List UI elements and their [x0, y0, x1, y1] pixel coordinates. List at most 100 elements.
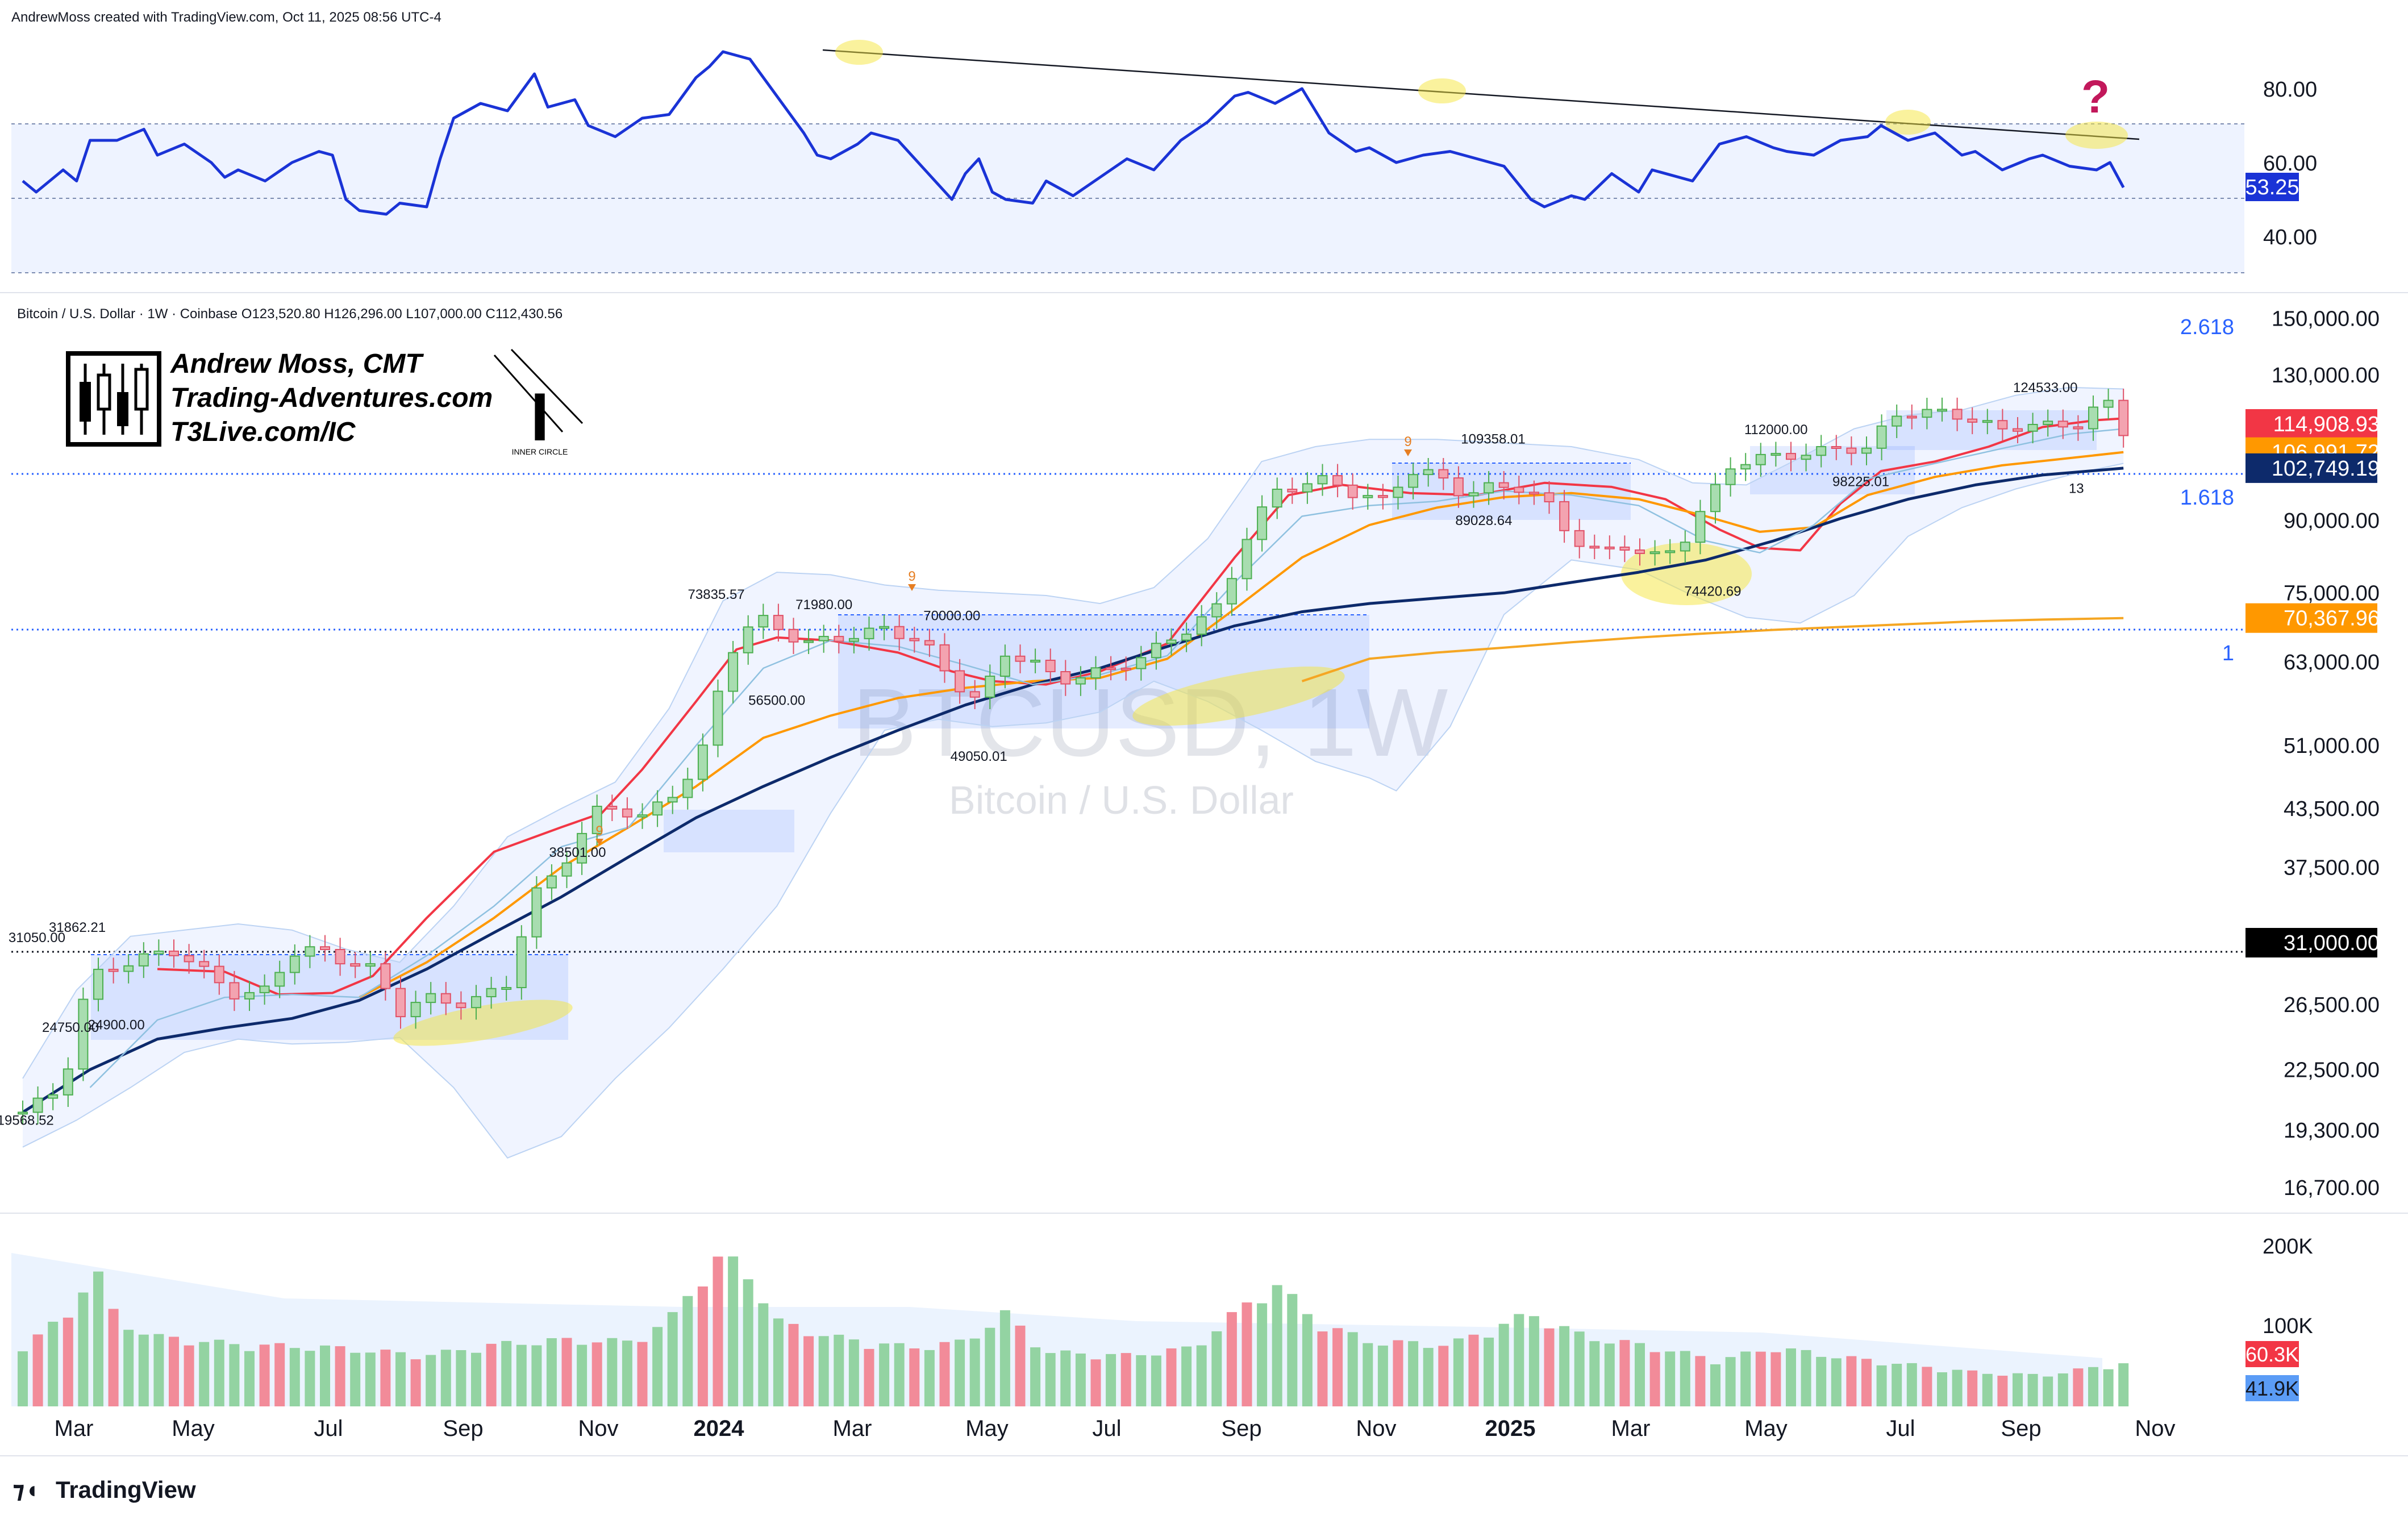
candle-body [1317, 475, 1328, 485]
candle-body [1196, 616, 1207, 635]
volume-bar [652, 1327, 663, 1406]
candle-body [1136, 657, 1147, 669]
bollinger-upper [22, 386, 2124, 1079]
candle-body [1151, 643, 1161, 659]
volume-bar [1302, 1314, 1313, 1406]
volume-bar [1377, 1346, 1388, 1406]
price-annotation: 70000.00 [923, 608, 980, 623]
volume-bar [1136, 1355, 1147, 1406]
tradingview-logo-icon: ⁊◖ [13, 1476, 39, 1503]
price-tag-text: 70,367.96 [2284, 607, 2380, 631]
price-axis[interactable]: 150,000.00 130,000.00 90,000.00 75,000.00 63… [2272, 307, 2380, 1200]
price-tick-label: 22,500.00 [2284, 1058, 2380, 1082]
volume-bar [2027, 1373, 2038, 1406]
candle-body [365, 963, 376, 967]
volume-bar [289, 1348, 300, 1406]
volume-bar [1528, 1316, 1539, 1406]
candle-body [1347, 484, 1358, 498]
candle-body [380, 963, 391, 989]
volume-bar [1861, 1359, 1872, 1406]
volume-bar [32, 1334, 43, 1406]
candle-body [108, 968, 119, 972]
volume-bar [456, 1350, 466, 1406]
fib-label-1618: 1.618 [2180, 486, 2234, 510]
brand-line-3: T3Live.com/IC [170, 417, 356, 447]
volume-bar [1090, 1359, 1101, 1406]
price-tick-label: 51,000.00 [2284, 734, 2380, 758]
volume-pane[interactable]: 200K 100K 60.3K 41.9K [11, 1235, 2313, 1406]
volume-tag-blue-text: 41.9K [2245, 1377, 2299, 1400]
volume-bar [1831, 1358, 1842, 1406]
candle-body [1680, 542, 1690, 552]
rsi-tick-40: 40.00 [2263, 226, 2317, 249]
candle-body [1982, 420, 1993, 423]
tradingview-logo[interactable]: ⁊◖ TradingView [13, 1476, 196, 1503]
time-axis-label: Nov [1356, 1416, 1396, 1441]
volume-bar [667, 1312, 678, 1406]
fib-label-2618: 2.618 [2180, 315, 2234, 339]
price-pane[interactable]: Bitcoin / U.S. Dollar · 1W · Coinbase O1… [0, 306, 2380, 1200]
candle-body [1302, 483, 1313, 493]
candle-body [259, 985, 270, 993]
candle-body [758, 615, 769, 628]
candle-body [1484, 482, 1494, 494]
candle-body [1544, 492, 1555, 502]
candle-body [546, 875, 557, 889]
candle-body [1937, 409, 1947, 412]
volume-bar [1393, 1340, 1403, 1406]
price-tick-label: 63,000.00 [2284, 651, 2380, 674]
candle-body [1498, 482, 1509, 488]
price-tick-label: 150,000.00 [2272, 307, 2380, 331]
volume-bar [153, 1334, 164, 1406]
price-annotation: 49050.01 [951, 749, 1007, 764]
time-axis-label: 2024 [694, 1416, 745, 1441]
volume-bar [138, 1334, 149, 1406]
rsi-pane[interactable]: ? 80.00 60.00 40.00 53.25 [11, 40, 2317, 273]
candle-body [577, 832, 588, 864]
candle-body [1528, 492, 1539, 495]
fib-label-1: 1 [2222, 642, 2234, 665]
volume-bar [713, 1256, 723, 1406]
volume-bar [1347, 1332, 1358, 1406]
volume-bar [818, 1336, 829, 1406]
candle-body [1786, 453, 1796, 460]
volume-bar [1257, 1303, 1268, 1406]
price-annotation: 24900.00 [88, 1018, 145, 1033]
question-mark-annotation: ? [2081, 71, 2110, 123]
candle-body [985, 676, 995, 698]
price-tag-text: 114,908.93 [2273, 413, 2380, 436]
candle-body [18, 1111, 28, 1115]
branding-block: Andrew Moss, CMT Trading-Adventures.com … [66, 348, 584, 456]
volume-bar [909, 1348, 920, 1406]
candle-body [456, 1002, 466, 1009]
volume-bar [1892, 1364, 1902, 1406]
highlight-2024 [1132, 666, 1345, 726]
candle-body [1226, 578, 1237, 605]
candle-body [410, 1002, 421, 1018]
volume-bar [274, 1343, 285, 1406]
candle-body [2057, 420, 2068, 428]
volume-bar [184, 1345, 194, 1406]
volume-bar [1816, 1356, 1827, 1406]
time-axis[interactable]: Mar May Jul Sep Nov 2024 Mar May Jul Sep Nov 2025 Ma… [55, 1416, 2176, 1441]
time-axis-label: Mar [833, 1416, 872, 1441]
price-tick-label: 130,000.00 [2272, 364, 2380, 388]
price-tick-label: 16,700.00 [2284, 1176, 2380, 1200]
td-arrow-icon [908, 584, 916, 591]
logo-candle-2 [97, 373, 111, 411]
candle-body [879, 626, 890, 629]
volume-bar [78, 1292, 89, 1406]
candle-body [1574, 530, 1585, 547]
volume-bar [1997, 1376, 2008, 1406]
candle-body [501, 987, 512, 990]
price-annotation: 56500.00 [748, 693, 805, 709]
volume-bar [2088, 1367, 2098, 1406]
time-axis-label: Jul [1886, 1416, 1915, 1441]
candle-body [244, 992, 255, 1000]
candle-body [138, 953, 149, 967]
volume-bar [1937, 1372, 1947, 1406]
candle-body [1846, 447, 1857, 454]
volume-bar [969, 1338, 980, 1406]
candle-body [2013, 428, 2023, 432]
